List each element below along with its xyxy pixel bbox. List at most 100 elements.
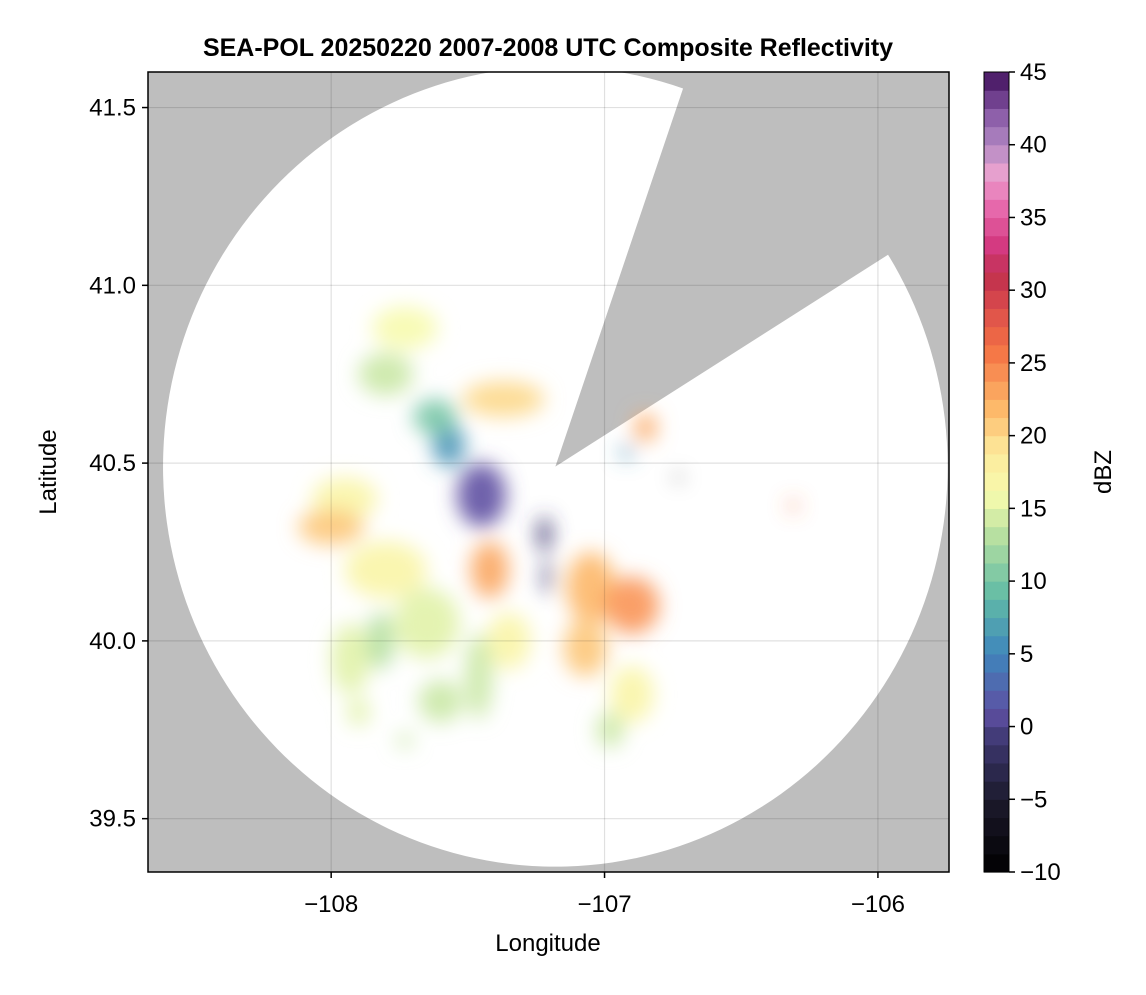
colorbar-segment xyxy=(984,508,1009,528)
colorbar-segment xyxy=(984,581,1009,600)
colorbar-tick-label: 30 xyxy=(1020,277,1047,304)
grid-lines xyxy=(148,72,949,872)
colorbar-segment xyxy=(984,544,1009,564)
echo-region xyxy=(298,509,364,545)
colorbar-segment xyxy=(984,617,1009,637)
echo-region xyxy=(789,500,798,512)
echo-region xyxy=(620,445,632,460)
colorbar-segment xyxy=(984,762,1009,782)
echo-region xyxy=(610,665,654,723)
echo-region xyxy=(604,576,660,634)
colorbar-segment xyxy=(984,290,1009,309)
colorbar-label: dBZ xyxy=(1090,450,1117,494)
colorbar-tick-label: 35 xyxy=(1020,204,1047,231)
colorbar-segment xyxy=(984,90,1009,109)
colorbar-segment xyxy=(984,344,1009,364)
colorbar-segment xyxy=(984,853,1009,873)
colorbar: −10 −5 0 5 10 15 20 25 30 35 40 45 xyxy=(983,59,1061,886)
colorbar-frame xyxy=(983,71,1010,873)
colorbar-tick-label: −5 xyxy=(1020,786,1047,813)
colorbar-tick-label: −10 xyxy=(1020,859,1061,886)
colorbar-segment xyxy=(984,162,1009,182)
echo-region xyxy=(566,552,616,624)
echo-region xyxy=(344,541,427,599)
y-tick-label: 40.5 xyxy=(89,450,136,477)
echo-region xyxy=(413,399,457,435)
echo-region xyxy=(563,619,608,677)
colorbar-segment xyxy=(984,362,1009,382)
y-axis-label: Latitude xyxy=(35,429,62,514)
plot-frame xyxy=(147,71,950,873)
chart-title: SEA-POL 20250220 2007-2008 UTC Composite… xyxy=(203,34,893,62)
reflectivity-echoes xyxy=(298,306,798,748)
colorbar-tick-label: 10 xyxy=(1020,568,1047,595)
echo-region xyxy=(358,352,414,396)
colorbar-tick-label: 0 xyxy=(1020,714,1033,741)
colorbar-segment xyxy=(984,672,1009,691)
colorbar-segment xyxy=(984,726,1009,746)
colorbar-segment xyxy=(984,490,1009,509)
echo-region xyxy=(456,463,507,528)
colorbar-segment xyxy=(984,708,1009,728)
colorbar-tick-label: 5 xyxy=(1020,641,1033,668)
echo-region xyxy=(418,680,463,723)
colorbar-segment xyxy=(984,199,1009,219)
echo-region xyxy=(366,612,395,670)
colorbar-segment xyxy=(984,599,1009,619)
y-tick-label: 41.0 xyxy=(89,272,136,299)
colorbar-segment xyxy=(984,272,1009,291)
colorbar-segment xyxy=(984,435,1009,455)
echo-region xyxy=(486,612,531,670)
echo-region xyxy=(543,559,552,595)
colorbar-segment xyxy=(984,381,1009,400)
colorbar-segment xyxy=(984,690,1009,709)
x-tick-label: −107 xyxy=(578,891,632,918)
colorbar-tick-label: 15 xyxy=(1020,495,1047,522)
x-axis-ticks: −108 −107 −106 xyxy=(304,872,905,918)
colorbar-segment xyxy=(984,399,1009,419)
colorbar-tick-label: 20 xyxy=(1020,423,1047,450)
colorbar-segment xyxy=(984,308,1009,328)
echo-region xyxy=(331,623,370,695)
colorbar-segment xyxy=(984,799,1009,819)
colorbar-segment xyxy=(984,526,1009,546)
x-axis-label: Longitude xyxy=(495,930,600,957)
echo-region xyxy=(465,633,493,720)
echo-region xyxy=(675,474,682,481)
colorbar-segment xyxy=(984,417,1009,437)
echo-region xyxy=(396,733,414,748)
echo-region xyxy=(470,541,509,599)
colorbar-segment xyxy=(984,217,1009,237)
x-tick-label: −108 xyxy=(304,891,358,918)
colorbar-segment xyxy=(984,326,1009,346)
echo-region xyxy=(372,306,438,350)
colorbar-segment xyxy=(984,817,1009,837)
echo-region xyxy=(537,516,552,552)
y-axis-ticks: 39.5 40.0 40.5 41.0 41.5 xyxy=(89,95,148,833)
colorbar-segment xyxy=(984,144,1009,164)
echo-region xyxy=(347,697,370,727)
colorbar-segment xyxy=(984,72,1009,91)
colorbar-segment xyxy=(984,472,1009,491)
echo-region xyxy=(462,381,545,417)
colorbar-segment xyxy=(984,126,1009,146)
colorbar-segment xyxy=(984,108,1009,128)
echo-region xyxy=(394,587,460,659)
colorbar-segment xyxy=(984,562,1009,582)
echo-region xyxy=(634,413,657,442)
y-tick-label: 39.5 xyxy=(89,806,136,833)
echo-region xyxy=(596,712,624,748)
x-tick-label: −106 xyxy=(851,891,905,918)
y-tick-label: 41.5 xyxy=(89,95,136,122)
echo-region xyxy=(312,477,378,520)
colorbar-segment xyxy=(984,235,1009,255)
colorbar-segment xyxy=(984,653,1009,673)
colorbar-segment xyxy=(984,181,1009,200)
colorbar-segment xyxy=(984,781,1009,800)
colorbar-segment xyxy=(984,253,1009,273)
echo-region xyxy=(432,424,466,467)
colorbar-tick-label: 45 xyxy=(1020,59,1047,86)
colorbar-segment xyxy=(984,453,1009,473)
